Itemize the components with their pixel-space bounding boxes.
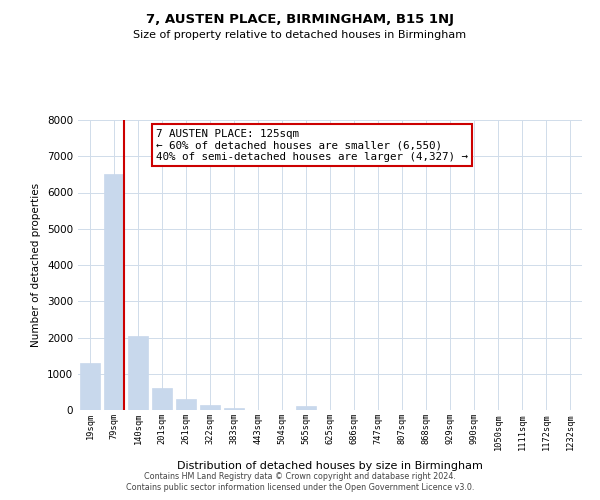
Text: Size of property relative to detached houses in Birmingham: Size of property relative to detached ho… [133, 30, 467, 40]
Text: 7, AUSTEN PLACE, BIRMINGHAM, B15 1NJ: 7, AUSTEN PLACE, BIRMINGHAM, B15 1NJ [146, 12, 454, 26]
Bar [200, 406, 220, 410]
Text: 7 AUSTEN PLACE: 125sqm
← 60% of detached houses are smaller (6,550)
40% of semi-: 7 AUSTEN PLACE: 125sqm ← 60% of detached… [156, 128, 468, 162]
X-axis label: Distribution of detached houses by size in Birmingham: Distribution of detached houses by size … [177, 460, 483, 470]
Text: Contains HM Land Registry data © Crown copyright and database right 2024.: Contains HM Land Registry data © Crown c… [144, 472, 456, 481]
Y-axis label: Number of detached properties: Number of detached properties [31, 183, 41, 347]
Bar [296, 406, 316, 410]
Bar [152, 388, 172, 410]
Bar [176, 400, 196, 410]
Bar [224, 408, 244, 410]
Bar [128, 336, 148, 410]
Bar [104, 174, 124, 410]
Text: Contains public sector information licensed under the Open Government Licence v3: Contains public sector information licen… [126, 483, 474, 492]
Bar [80, 363, 100, 410]
